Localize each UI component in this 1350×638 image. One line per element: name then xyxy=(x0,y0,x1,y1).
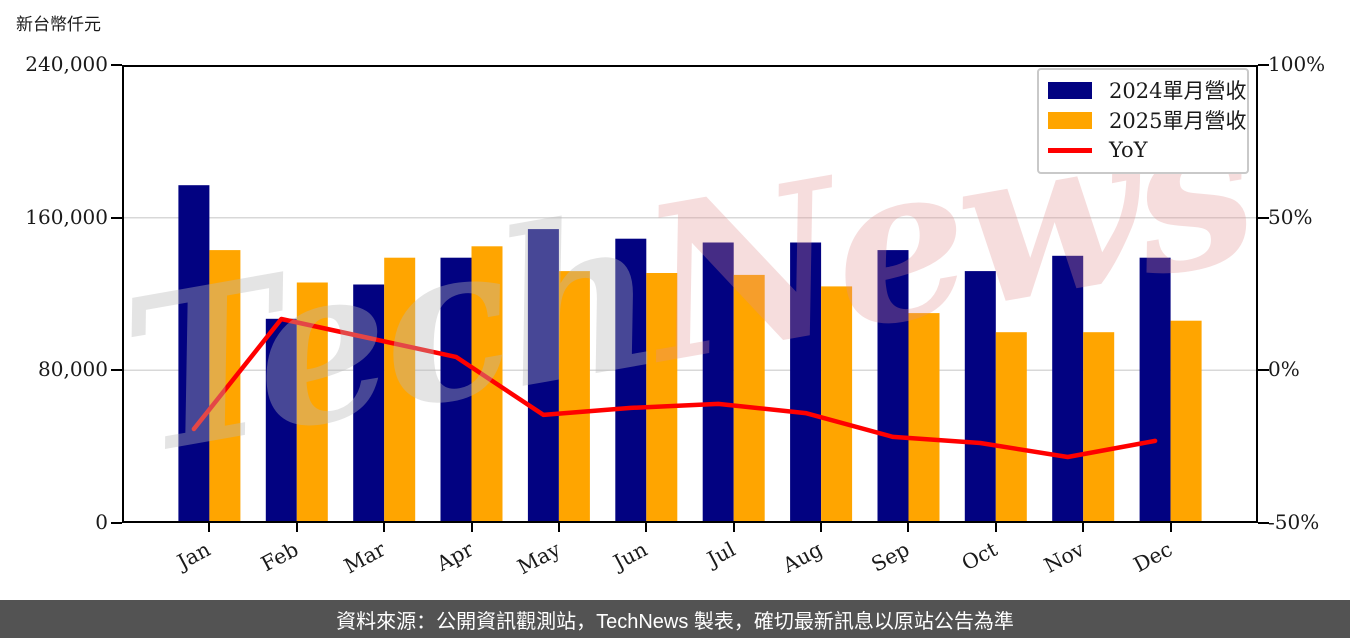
x-axis-label-apr: Apr xyxy=(432,537,477,576)
x-axis-label-aug: Aug xyxy=(778,537,827,578)
left-axis-tick-label: 160,000 xyxy=(25,204,108,229)
legend-item-2024: 2024單月營收 xyxy=(1039,75,1247,105)
bar-2024單月營收-sep xyxy=(877,250,909,523)
left-axis-tickmark xyxy=(111,369,122,372)
x-axis-tickmark xyxy=(820,523,823,532)
yoy-line xyxy=(191,316,1158,460)
bar-2025單月營收-mar xyxy=(384,257,416,523)
legend-swatch-2025 xyxy=(1048,111,1092,129)
x-axis-label-mar: Mar xyxy=(340,537,390,579)
left-axis-tickmark xyxy=(111,64,122,66)
legend-item-yoy: YoY xyxy=(1039,135,1247,165)
x-axis-label-feb: Feb xyxy=(256,537,303,577)
bar-2024單月營收-dec xyxy=(1139,257,1171,523)
legend: 2024單月營收 2025單月營收 YoY xyxy=(1037,68,1249,174)
right-axis-tick-label: 100% xyxy=(1268,52,1326,77)
legend-swatch-2024 xyxy=(1048,81,1092,99)
x-axis-tickmark xyxy=(994,523,997,532)
left-axis-tick-label: 240,000 xyxy=(25,52,108,77)
bar-2024單月營收-aug xyxy=(790,242,822,523)
bar-2024單月營收-jul xyxy=(702,242,734,523)
bar-2024單月營收-apr xyxy=(440,257,472,523)
x-axis-label-jul: Jul xyxy=(702,537,739,572)
left-axis-tick-label: 0 xyxy=(95,510,108,535)
legend-swatch-yoy xyxy=(1048,147,1092,153)
x-axis-tickmark xyxy=(645,523,648,532)
x-axis-label-oct: Oct xyxy=(957,537,1002,576)
left-axis-tick-label: 80,000 xyxy=(38,357,108,382)
x-axis-tickmark xyxy=(295,523,298,532)
x-axis-tickmark xyxy=(907,523,910,532)
left-axis-tickmark xyxy=(111,522,122,524)
legend-label-yoy: YoY xyxy=(1109,138,1148,162)
axis-unit-label: 新台幣仟元 xyxy=(16,15,101,35)
plot-area xyxy=(122,65,1258,523)
bar-2025單月營收-oct xyxy=(995,332,1027,523)
plot-border xyxy=(122,65,1258,523)
footer-bar: 資料來源：公開資訊觀測站，TechNews 製表，確切最新訊息以原站公告為準 xyxy=(0,600,1350,638)
x-axis-tickmark xyxy=(732,523,735,532)
x-axis-tickmark xyxy=(1169,523,1172,532)
legend-item-2025: 2025單月營收 xyxy=(1039,105,1247,135)
x-axis-label-jun: Jun xyxy=(609,537,652,575)
x-axis-tickmark xyxy=(208,523,211,532)
bar-2024單月營收-mar xyxy=(353,284,385,523)
x-axis-tickmark xyxy=(557,523,560,532)
right-axis-tick-label: 50% xyxy=(1268,204,1313,229)
right-axis-tick-label: -50% xyxy=(1268,510,1320,535)
bar-2024單月營收-feb xyxy=(265,318,297,523)
bar-2025單月營收-sep xyxy=(908,313,940,523)
legend-label-2024: 2024單月營收 xyxy=(1109,79,1247,103)
legend-label-2025: 2025單月營收 xyxy=(1109,109,1247,133)
right-axis-tickmark xyxy=(1258,522,1269,524)
left-axis-tickmark xyxy=(111,216,122,219)
bars-layer xyxy=(122,65,1258,523)
bar-2025單月營收-jul xyxy=(733,274,765,523)
yoy-line-layer xyxy=(191,316,1158,460)
bar-2024單月營收-jan xyxy=(178,185,210,523)
bar-2024單月營收-oct xyxy=(964,271,996,523)
right-axis-tick-label: 0% xyxy=(1268,357,1300,382)
x-axis-label-jan: Jan xyxy=(173,537,215,574)
bar-2025單月營收-may xyxy=(558,271,590,523)
x-axis-tickmark xyxy=(383,523,386,532)
bar-2024單月營收-nov xyxy=(1052,255,1084,523)
x-axis-label-nov: Nov xyxy=(1040,537,1089,578)
x-axis-tickmark xyxy=(1082,523,1085,532)
bar-2025單月營收-dec xyxy=(1170,320,1202,523)
bar-2024單月營收-jun xyxy=(615,238,647,523)
right-axis-tickmark xyxy=(1258,216,1269,219)
bar-2025單月營收-aug xyxy=(821,286,853,523)
x-axis-label-sep: Sep xyxy=(867,537,914,577)
right-axis-tickmark xyxy=(1258,64,1269,66)
right-axis-tickmark xyxy=(1258,369,1269,372)
x-axis-label-may: May xyxy=(513,537,565,580)
bar-2024單月營收-may xyxy=(527,229,559,523)
bar-2025單月營收-jun xyxy=(646,273,678,523)
footer-text: 資料來源：公開資訊觀測站，TechNews 製表，確切最新訊息以原站公告為準 xyxy=(336,610,1014,633)
x-axis-tickmark xyxy=(470,523,473,532)
x-axis-label-dec: Dec xyxy=(1129,537,1176,577)
bar-2025單月營收-nov xyxy=(1083,332,1115,523)
